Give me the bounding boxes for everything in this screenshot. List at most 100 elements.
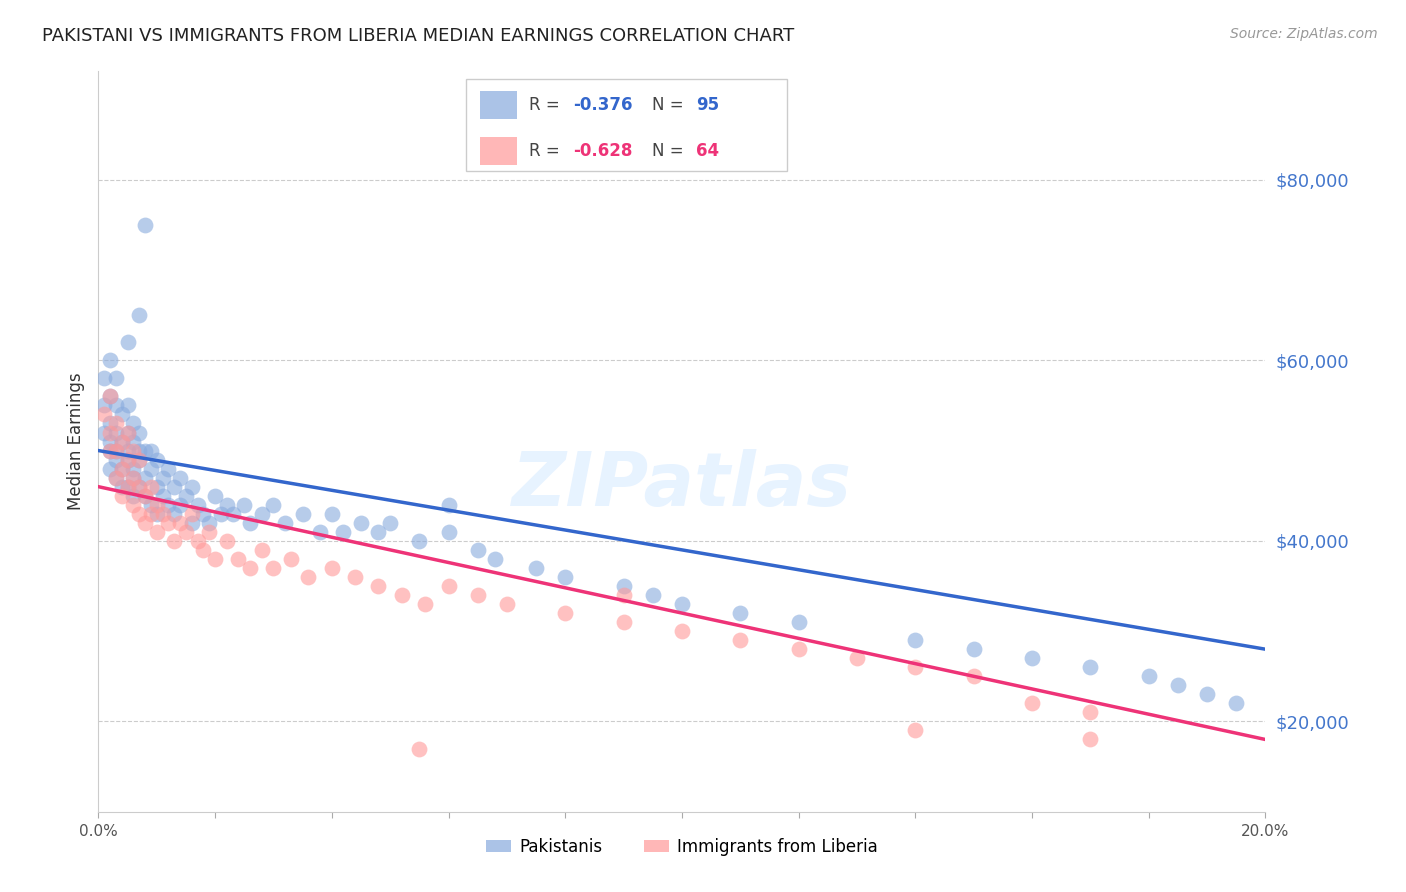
Text: ZIPatlas: ZIPatlas bbox=[512, 450, 852, 523]
Point bbox=[730, 606, 752, 620]
Point bbox=[204, 489, 226, 503]
Point bbox=[1021, 651, 1043, 665]
Point bbox=[104, 452, 127, 467]
Legend: Pakistanis, Immigrants from Liberia: Pakistanis, Immigrants from Liberia bbox=[479, 831, 884, 863]
Point bbox=[128, 507, 150, 521]
Point bbox=[1080, 660, 1102, 674]
Point bbox=[139, 507, 162, 521]
Point bbox=[128, 308, 150, 322]
Point bbox=[198, 524, 221, 539]
Text: N =: N = bbox=[651, 95, 689, 113]
Point bbox=[139, 443, 162, 458]
Point bbox=[408, 533, 430, 548]
Point bbox=[93, 425, 115, 440]
Y-axis label: Median Earnings: Median Earnings bbox=[66, 373, 84, 510]
Point bbox=[524, 561, 547, 575]
Point bbox=[962, 642, 984, 657]
Point bbox=[380, 516, 402, 530]
Point bbox=[146, 524, 169, 539]
Point bbox=[152, 507, 174, 521]
Point bbox=[174, 489, 197, 503]
Point bbox=[187, 498, 209, 512]
Point bbox=[239, 516, 262, 530]
Text: 64: 64 bbox=[696, 142, 718, 160]
Point bbox=[122, 470, 145, 484]
Point bbox=[134, 489, 156, 503]
Point bbox=[612, 615, 634, 629]
Point bbox=[146, 507, 169, 521]
Point bbox=[134, 443, 156, 458]
Point bbox=[671, 624, 693, 639]
Point bbox=[309, 524, 332, 539]
Point bbox=[437, 498, 460, 512]
Point bbox=[496, 597, 519, 611]
Point bbox=[98, 389, 121, 403]
Point bbox=[169, 498, 191, 512]
Point bbox=[437, 579, 460, 593]
Point bbox=[1080, 706, 1102, 720]
Point bbox=[904, 723, 927, 738]
Point bbox=[467, 542, 489, 557]
Point bbox=[280, 552, 302, 566]
Point bbox=[671, 597, 693, 611]
Point bbox=[98, 425, 121, 440]
Point bbox=[111, 480, 134, 494]
Point bbox=[215, 498, 238, 512]
Point bbox=[163, 480, 186, 494]
Point bbox=[262, 561, 284, 575]
Point bbox=[98, 353, 121, 368]
Point bbox=[122, 417, 145, 431]
Point bbox=[904, 633, 927, 648]
Point bbox=[904, 660, 927, 674]
Point bbox=[180, 516, 202, 530]
Point bbox=[104, 425, 127, 440]
Point bbox=[157, 498, 180, 512]
Point bbox=[122, 443, 145, 458]
Point bbox=[787, 615, 810, 629]
Point bbox=[111, 489, 134, 503]
Point bbox=[139, 498, 162, 512]
Point bbox=[1021, 697, 1043, 711]
Point bbox=[391, 588, 413, 602]
Point bbox=[117, 480, 139, 494]
Point bbox=[274, 516, 297, 530]
Text: Source: ZipAtlas.com: Source: ZipAtlas.com bbox=[1230, 27, 1378, 41]
Point bbox=[1225, 697, 1247, 711]
Point bbox=[962, 669, 984, 683]
Text: N =: N = bbox=[651, 142, 689, 160]
Point bbox=[554, 570, 576, 584]
Point bbox=[332, 524, 354, 539]
Point bbox=[157, 516, 180, 530]
Point bbox=[128, 480, 150, 494]
Point bbox=[1167, 678, 1189, 692]
Point bbox=[93, 399, 115, 413]
Point bbox=[163, 533, 186, 548]
Point bbox=[367, 524, 389, 539]
Point bbox=[180, 480, 202, 494]
Point bbox=[291, 507, 314, 521]
Point bbox=[146, 452, 169, 467]
Point bbox=[117, 452, 139, 467]
Point bbox=[612, 588, 634, 602]
Text: 95: 95 bbox=[696, 95, 718, 113]
Point bbox=[484, 552, 506, 566]
Point bbox=[117, 399, 139, 413]
Point bbox=[730, 633, 752, 648]
Point bbox=[152, 470, 174, 484]
Point bbox=[174, 524, 197, 539]
Point bbox=[250, 542, 273, 557]
Point bbox=[104, 399, 127, 413]
Point bbox=[413, 597, 436, 611]
Point bbox=[122, 434, 145, 449]
Point bbox=[111, 434, 134, 449]
Point bbox=[122, 470, 145, 484]
Point bbox=[250, 507, 273, 521]
Point bbox=[157, 461, 180, 475]
Point bbox=[122, 461, 145, 475]
Point bbox=[228, 552, 250, 566]
Point bbox=[128, 452, 150, 467]
Point bbox=[297, 570, 319, 584]
Point bbox=[239, 561, 262, 575]
Point bbox=[98, 417, 121, 431]
Point bbox=[612, 579, 634, 593]
